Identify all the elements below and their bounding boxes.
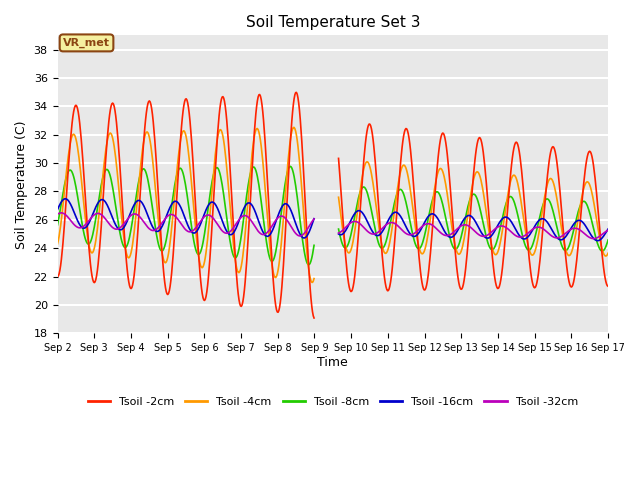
Text: VR_met: VR_met [63,38,110,48]
Y-axis label: Soil Temperature (C): Soil Temperature (C) [15,120,28,249]
X-axis label: Time: Time [317,356,348,369]
Title: Soil Temperature Set 3: Soil Temperature Set 3 [246,15,420,30]
Legend: Tsoil -2cm, Tsoil -4cm, Tsoil -8cm, Tsoil -16cm, Tsoil -32cm: Tsoil -2cm, Tsoil -4cm, Tsoil -8cm, Tsoi… [83,393,582,411]
